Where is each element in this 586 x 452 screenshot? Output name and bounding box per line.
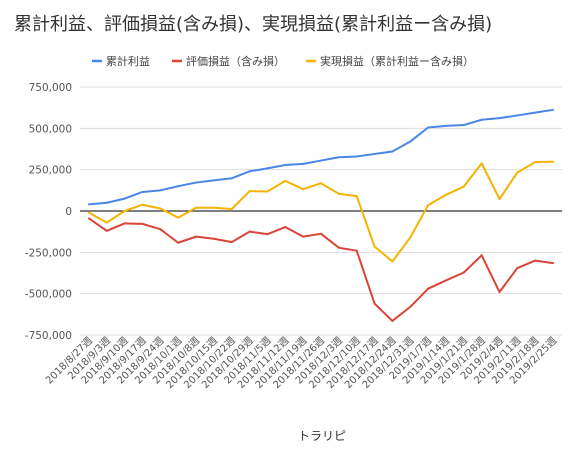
y-tick-label: 250,000 bbox=[29, 165, 72, 177]
series-segment bbox=[248, 230, 269, 236]
legend-label-unrealized-pnl: 評価損益（含み損） bbox=[186, 54, 285, 68]
legend-item-realized-pnl: 実現損益（累計利益ー含み損） bbox=[306, 54, 474, 68]
series-segment bbox=[480, 162, 501, 201]
y-tick-label: 0 bbox=[65, 206, 72, 218]
chart-title: 累計利益、評価損益(含み損)、実現損益(累計利益ー含み損) bbox=[14, 14, 492, 35]
series-lines bbox=[87, 108, 555, 322]
series-segment bbox=[177, 206, 198, 219]
series-segment bbox=[427, 279, 447, 290]
series-segment bbox=[87, 211, 108, 224]
series-segment bbox=[141, 203, 162, 210]
series-segment bbox=[284, 162, 305, 167]
series-segment bbox=[266, 179, 287, 193]
series-segment bbox=[355, 152, 376, 158]
legend-label-cumulative-profit: 累計利益 bbox=[106, 54, 150, 68]
series-segment bbox=[534, 259, 555, 265]
legend-item-unrealized-pnl: 評価損益（含み損） bbox=[172, 54, 285, 68]
series-segment bbox=[409, 204, 430, 239]
legend-label-realized-pnl: 実現損益（累計利益ー含み損） bbox=[320, 54, 474, 68]
series-segment bbox=[230, 230, 251, 244]
series-segment bbox=[355, 195, 376, 248]
y-tick-label: -250,000 bbox=[25, 247, 72, 259]
series-segment bbox=[391, 305, 412, 322]
series-segment bbox=[516, 111, 537, 117]
series-segment bbox=[516, 161, 537, 174]
series-segment bbox=[141, 222, 162, 231]
series-segment bbox=[498, 171, 519, 201]
series-segment bbox=[195, 235, 215, 240]
series-segment bbox=[87, 217, 108, 232]
series-segment bbox=[480, 117, 501, 121]
series-segment bbox=[427, 193, 447, 207]
series-segment bbox=[462, 118, 483, 127]
series-realized-pnl bbox=[87, 160, 555, 263]
series-segment bbox=[480, 254, 501, 294]
series-segment bbox=[302, 159, 322, 165]
y-tick-label: 500,000 bbox=[29, 123, 72, 135]
series-segment bbox=[498, 114, 519, 120]
y-axis-tick-labels: 750,000 500,000 250,000 0 -250,000 -500,000 -7… bbox=[25, 82, 72, 342]
series-segment bbox=[391, 140, 412, 153]
series-segment bbox=[159, 185, 180, 192]
series-segment bbox=[302, 182, 322, 191]
series-segment bbox=[444, 124, 465, 127]
series-segment bbox=[105, 197, 126, 204]
series-segment bbox=[212, 177, 233, 182]
series-segment bbox=[248, 167, 269, 173]
series-segment bbox=[284, 226, 305, 238]
series-segment bbox=[105, 222, 126, 232]
series-segment bbox=[373, 302, 394, 322]
series-segment bbox=[444, 185, 465, 196]
series-segment bbox=[409, 287, 430, 308]
y-tick-label: -750,000 bbox=[25, 330, 72, 342]
legend-item-cumulative-profit: 累計利益 bbox=[92, 54, 150, 68]
series-segment bbox=[337, 246, 358, 252]
series-segment bbox=[212, 206, 233, 211]
series-segment bbox=[105, 210, 126, 224]
series-segment bbox=[320, 232, 340, 249]
series-segment bbox=[177, 235, 198, 244]
series-segment bbox=[177, 181, 198, 188]
series-segment bbox=[320, 156, 340, 162]
legend: 累計利益 評価損益（含み損） 実現損益（累計利益ー含み損） bbox=[92, 54, 474, 68]
series-segment bbox=[141, 189, 162, 193]
series-segment bbox=[230, 190, 251, 211]
series-segment bbox=[266, 226, 287, 236]
x-axis-title: トラリピ bbox=[298, 429, 346, 443]
gridlines bbox=[80, 86, 562, 336]
y-tick-label: 750,000 bbox=[29, 82, 72, 94]
series-segment bbox=[373, 245, 394, 263]
series-segment bbox=[534, 108, 555, 114]
series-segment bbox=[391, 236, 412, 263]
series-segment bbox=[123, 190, 144, 200]
series-segment bbox=[355, 249, 376, 305]
series-segment bbox=[266, 164, 287, 170]
series-unrealized-pnl bbox=[87, 217, 555, 322]
series-segment bbox=[409, 126, 430, 143]
series-segment bbox=[444, 271, 465, 282]
series-segment bbox=[462, 162, 483, 188]
series-segment bbox=[87, 201, 108, 206]
series-segment bbox=[159, 228, 180, 244]
series-segment bbox=[320, 182, 340, 195]
series-segment bbox=[337, 155, 358, 159]
series-segment bbox=[427, 124, 447, 129]
series-cumulative-profit bbox=[87, 108, 555, 206]
series-segment bbox=[373, 150, 394, 155]
x-axis-tick-labels: 2018/8/27週2018/9/3週2018/9/10週2018/9/17週2… bbox=[43, 335, 559, 391]
series-segment bbox=[195, 179, 215, 184]
series-segment bbox=[516, 259, 537, 270]
series-segment bbox=[337, 192, 358, 198]
series-segment bbox=[212, 237, 233, 244]
y-tick-label: -500,000 bbox=[25, 289, 72, 301]
series-segment bbox=[302, 232, 322, 238]
series-segment bbox=[159, 207, 180, 219]
series-segment bbox=[230, 170, 251, 180]
series-segment bbox=[284, 179, 305, 191]
series-segment bbox=[462, 254, 483, 274]
series-segment bbox=[123, 203, 144, 212]
series-segment bbox=[498, 267, 519, 294]
